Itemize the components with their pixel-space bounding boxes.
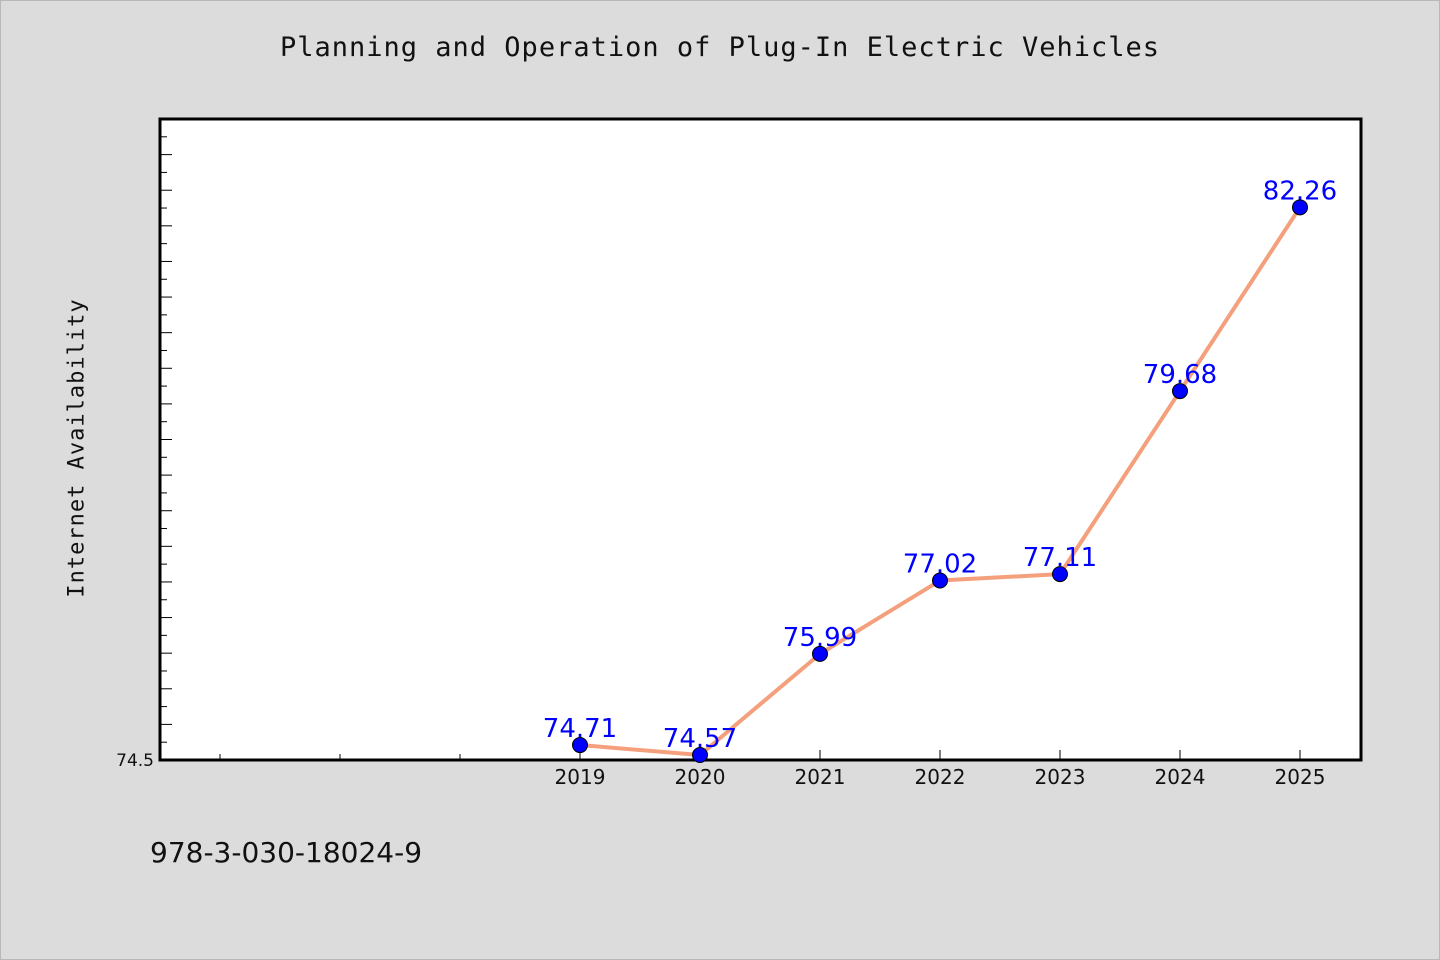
data-label: 75.99 xyxy=(783,623,857,653)
data-point xyxy=(1052,566,1068,583)
y-axis-ticks: 74.5 xyxy=(116,118,172,771)
data-point xyxy=(932,572,948,589)
data-label: 82.26 xyxy=(1263,176,1337,206)
x-tick-label: 2023 xyxy=(1035,765,1086,789)
x-tick-label: 2019 xyxy=(555,765,606,789)
chart-title: Planning and Operation of Plug-In Electr… xyxy=(279,32,1161,63)
x-tick-label: 2024 xyxy=(1155,765,1206,789)
data-point xyxy=(1172,383,1188,400)
x-tick-label: 2020 xyxy=(675,765,726,789)
y-tick-label: 74.5 xyxy=(116,751,154,771)
footer-code: 978-3-030-18024-9 xyxy=(150,836,423,869)
plot-area xyxy=(158,117,1363,762)
x-tick-label: 2021 xyxy=(795,765,846,789)
x-tick-label: 2022 xyxy=(915,765,966,789)
data-label: 74.71 xyxy=(543,714,617,744)
data-label: 77.02 xyxy=(903,550,977,580)
data-point xyxy=(572,737,588,754)
x-tick-label: 2025 xyxy=(1275,765,1326,789)
x-axis-ticks: 2019 2020 2021 2022 2023 2024 2025 xyxy=(219,750,1326,789)
data-label: 77.11 xyxy=(1023,543,1097,573)
data-point xyxy=(812,645,828,662)
data-point xyxy=(1292,199,1308,216)
series-layer xyxy=(572,199,1308,764)
data-point xyxy=(692,747,708,764)
data-labels: 74.71 74.57 75.99 77.02 77.11 79.68 82.26 xyxy=(543,176,1337,754)
data-label: 79.68 xyxy=(1143,360,1217,390)
data-label: 74.57 xyxy=(663,724,737,754)
